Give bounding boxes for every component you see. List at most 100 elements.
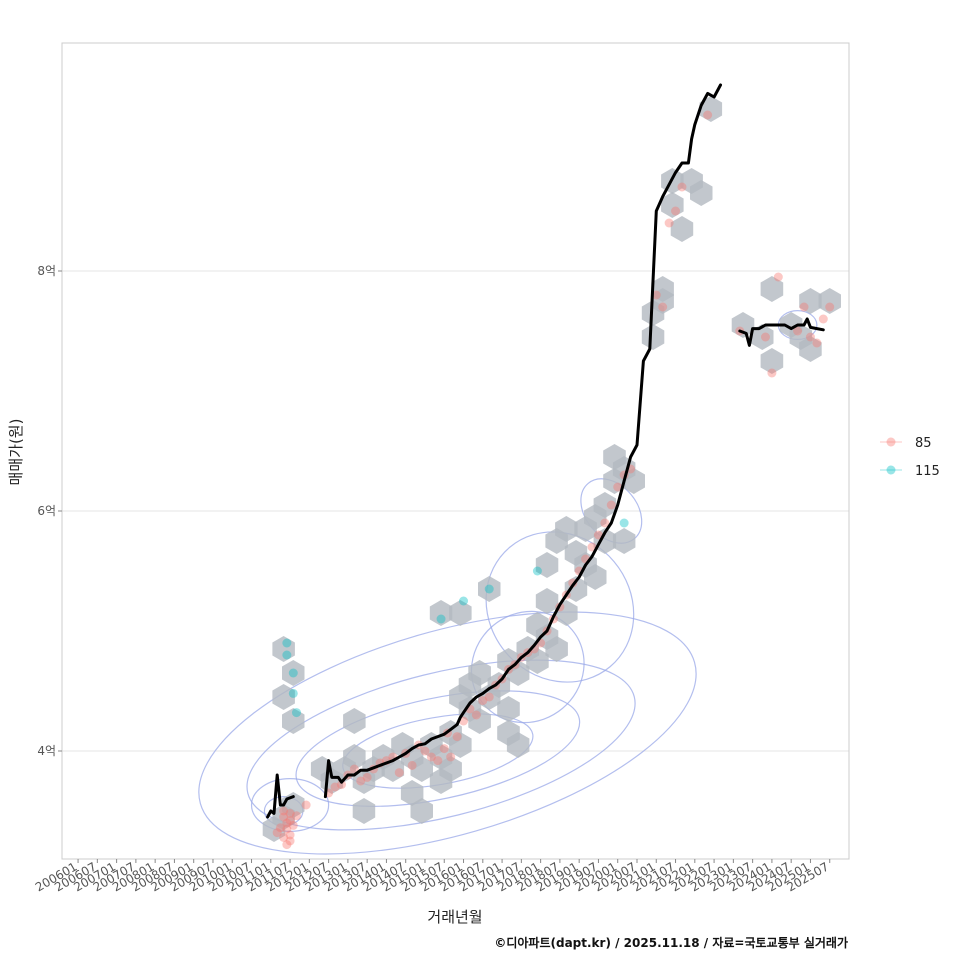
data-point-85 [773, 272, 783, 282]
data-point-85 [600, 518, 610, 528]
data-point-85 [349, 764, 359, 774]
trend-line [738, 317, 825, 347]
hexbin-cell [410, 798, 433, 824]
density-contour [198, 611, 697, 855]
data-point-85 [279, 832, 289, 842]
legend-label-85: 85 [915, 436, 932, 451]
data-point-85 [671, 206, 681, 216]
data-point-85 [613, 482, 623, 492]
data-point-85 [651, 290, 661, 300]
hexbin-cell [262, 816, 286, 842]
hexbin-cell [272, 684, 295, 710]
density-contour [246, 659, 636, 831]
data-point-85 [279, 806, 289, 816]
data-point-85 [288, 820, 298, 830]
density-contour [250, 777, 330, 832]
data-point-85 [285, 816, 295, 826]
hexbin-cell [282, 660, 305, 686]
hexbin-cell [468, 708, 491, 734]
data-point-115 [459, 596, 469, 606]
data-point-85 [272, 828, 282, 838]
data-point-85 [703, 110, 713, 120]
data-point-85 [285, 830, 295, 840]
hexbin-cell [651, 276, 674, 302]
hexbin-cell [272, 636, 295, 662]
hexbin-cell [497, 720, 520, 746]
data-point-85 [282, 840, 292, 850]
data-point-85 [433, 756, 443, 766]
data-point-85 [812, 338, 822, 348]
data-point-85 [285, 836, 295, 846]
hexbin-cell [282, 708, 305, 734]
data-point-115 [484, 584, 494, 594]
data-point-85 [446, 752, 456, 762]
y-tick-label: 8억 [37, 264, 56, 278]
data-point-115 [288, 688, 298, 698]
data-point-85 [818, 314, 828, 324]
hexbin-cell [760, 348, 784, 374]
data-point-85 [420, 746, 430, 756]
legend-key-point-85 [886, 437, 896, 447]
data-point-115 [436, 614, 446, 624]
data-point-85 [356, 776, 366, 786]
data-point-85 [301, 800, 311, 810]
data-point-85 [793, 326, 803, 336]
hexbin-cell [449, 600, 472, 626]
hexbin-cell [584, 564, 607, 590]
trend-line-layer [266, 83, 825, 819]
data-point-85 [291, 811, 301, 821]
scatter-points [272, 110, 835, 850]
x-axis: 2006012006072007012007072008012008072009… [33, 859, 831, 895]
hexbin-cell [751, 324, 774, 350]
data-point-85 [760, 332, 770, 342]
data-point-85 [767, 368, 777, 378]
hexbin-cell [670, 216, 694, 242]
data-point-85 [805, 332, 815, 342]
data-point-85 [664, 218, 674, 228]
hexbin-cell [622, 468, 645, 494]
data-point-85 [330, 782, 340, 792]
legend-label-115: 115 [915, 464, 940, 479]
y-axis: 4억 6억 8억 [37, 264, 62, 758]
hexbin-cell [545, 636, 568, 662]
x-axis-title: 거래년월 [427, 908, 482, 926]
data-point-85 [279, 812, 289, 822]
y-tick-label: 6억 [37, 504, 56, 518]
data-point-85 [478, 696, 488, 706]
hexbin-cell [497, 696, 520, 722]
data-point-115 [282, 650, 292, 660]
data-point-115 [282, 638, 292, 648]
hexbin-cell [410, 756, 433, 782]
hexbin-cell [612, 528, 636, 554]
data-point-115 [291, 708, 301, 718]
data-point-85 [282, 824, 292, 834]
data-point-85 [285, 808, 295, 818]
legend-item-85[interactable]: 85 [880, 436, 932, 451]
hexbin-cell [690, 180, 713, 206]
data-point-85 [825, 302, 835, 312]
data-point-85 [336, 780, 346, 790]
hexbin-cell [593, 528, 617, 554]
hexbin-cell [661, 192, 684, 218]
legend-item-115[interactable]: 115 [880, 464, 940, 479]
legend-key-point-115 [886, 465, 896, 475]
trend-line [266, 773, 295, 819]
hexbin-cell [603, 444, 626, 470]
data-point-85 [394, 768, 404, 778]
data-point-85 [799, 302, 809, 312]
hexbin-cell [799, 288, 822, 314]
hexbin-cell [343, 744, 366, 770]
data-point-115 [619, 518, 629, 528]
plot-panel-border [61, 42, 850, 860]
trend-line [323, 83, 722, 799]
hexbin-cell [641, 324, 665, 350]
hexbin-layer [262, 96, 841, 842]
grid-lines [62, 270, 849, 752]
hexbin-cell [449, 732, 472, 758]
data-point-85 [452, 732, 462, 742]
hexbin-cell [555, 516, 578, 542]
data-point-85 [282, 818, 292, 828]
hexbin-cell [799, 336, 822, 362]
data-point-85 [677, 182, 687, 192]
